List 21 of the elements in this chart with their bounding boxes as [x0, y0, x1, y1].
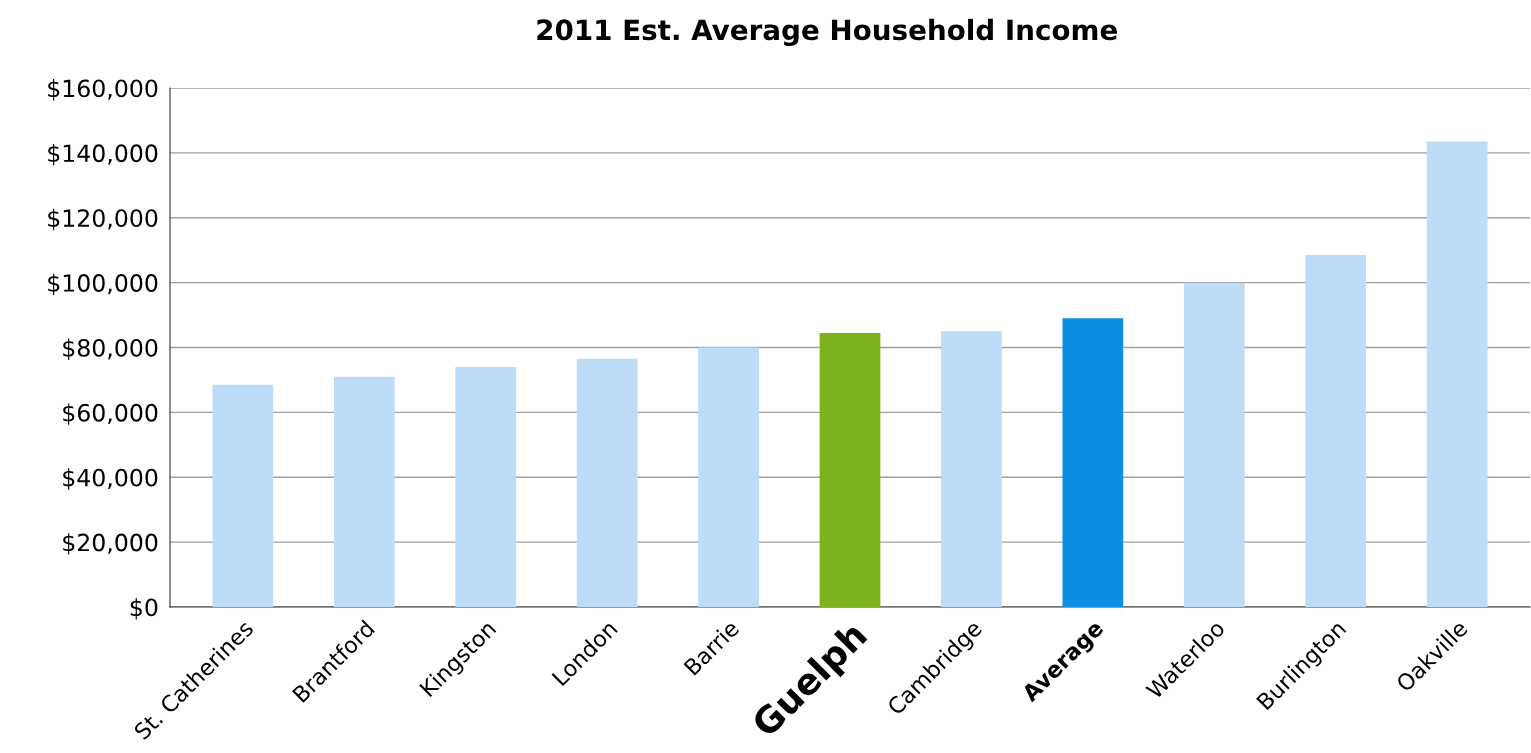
bar [941, 331, 1002, 607]
bar [698, 347, 759, 607]
y-tick-label: $60,000 [63, 403, 158, 425]
bar [1062, 318, 1124, 607]
bar [333, 376, 395, 607]
y-tick-label: $80,000 [63, 338, 158, 360]
y-tick-label: $120,000 [48, 208, 158, 231]
y-tick-label: $160,000 [48, 79, 158, 101]
chart-title: 2011 Est. Average Household Income [537, 18, 1117, 46]
bar [1426, 141, 1488, 607]
y-tick-label: $100,000 [48, 273, 158, 296]
bar [212, 384, 274, 607]
bar [819, 332, 881, 607]
y-tick-label: $0 [130, 598, 158, 620]
bar [576, 358, 638, 607]
y-tick-label: $140,000 [48, 143, 158, 166]
y-tick-label: $40,000 [63, 468, 158, 490]
y-tick-label: $20,000 [63, 533, 158, 555]
bar [455, 366, 517, 607]
bar [1183, 282, 1245, 607]
bar [1305, 255, 1367, 607]
